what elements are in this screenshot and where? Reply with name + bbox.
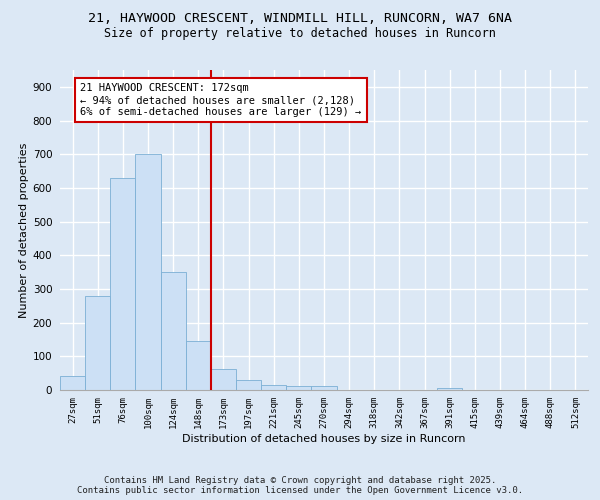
Bar: [136, 154, 161, 390]
Bar: [85, 296, 110, 390]
Y-axis label: Number of detached properties: Number of detached properties: [19, 142, 29, 318]
X-axis label: Distribution of detached houses by size in Runcorn: Distribution of detached houses by size …: [182, 434, 466, 444]
Bar: [110, 178, 136, 390]
Bar: [437, 388, 462, 390]
Text: 21 HAYWOOD CRESCENT: 172sqm
← 94% of detached houses are smaller (2,128)
6% of s: 21 HAYWOOD CRESCENT: 172sqm ← 94% of det…: [80, 84, 361, 116]
Bar: [186, 341, 211, 390]
Bar: [261, 385, 286, 390]
Bar: [236, 380, 261, 390]
Bar: [286, 386, 311, 390]
Text: Contains HM Land Registry data © Crown copyright and database right 2025.
Contai: Contains HM Land Registry data © Crown c…: [77, 476, 523, 495]
Bar: [161, 272, 186, 390]
Text: Size of property relative to detached houses in Runcorn: Size of property relative to detached ho…: [104, 28, 496, 40]
Text: 21, HAYWOOD CRESCENT, WINDMILL HILL, RUNCORN, WA7 6NA: 21, HAYWOOD CRESCENT, WINDMILL HILL, RUN…: [88, 12, 512, 26]
Bar: [311, 386, 337, 390]
Bar: [211, 369, 236, 390]
Bar: [60, 376, 85, 390]
